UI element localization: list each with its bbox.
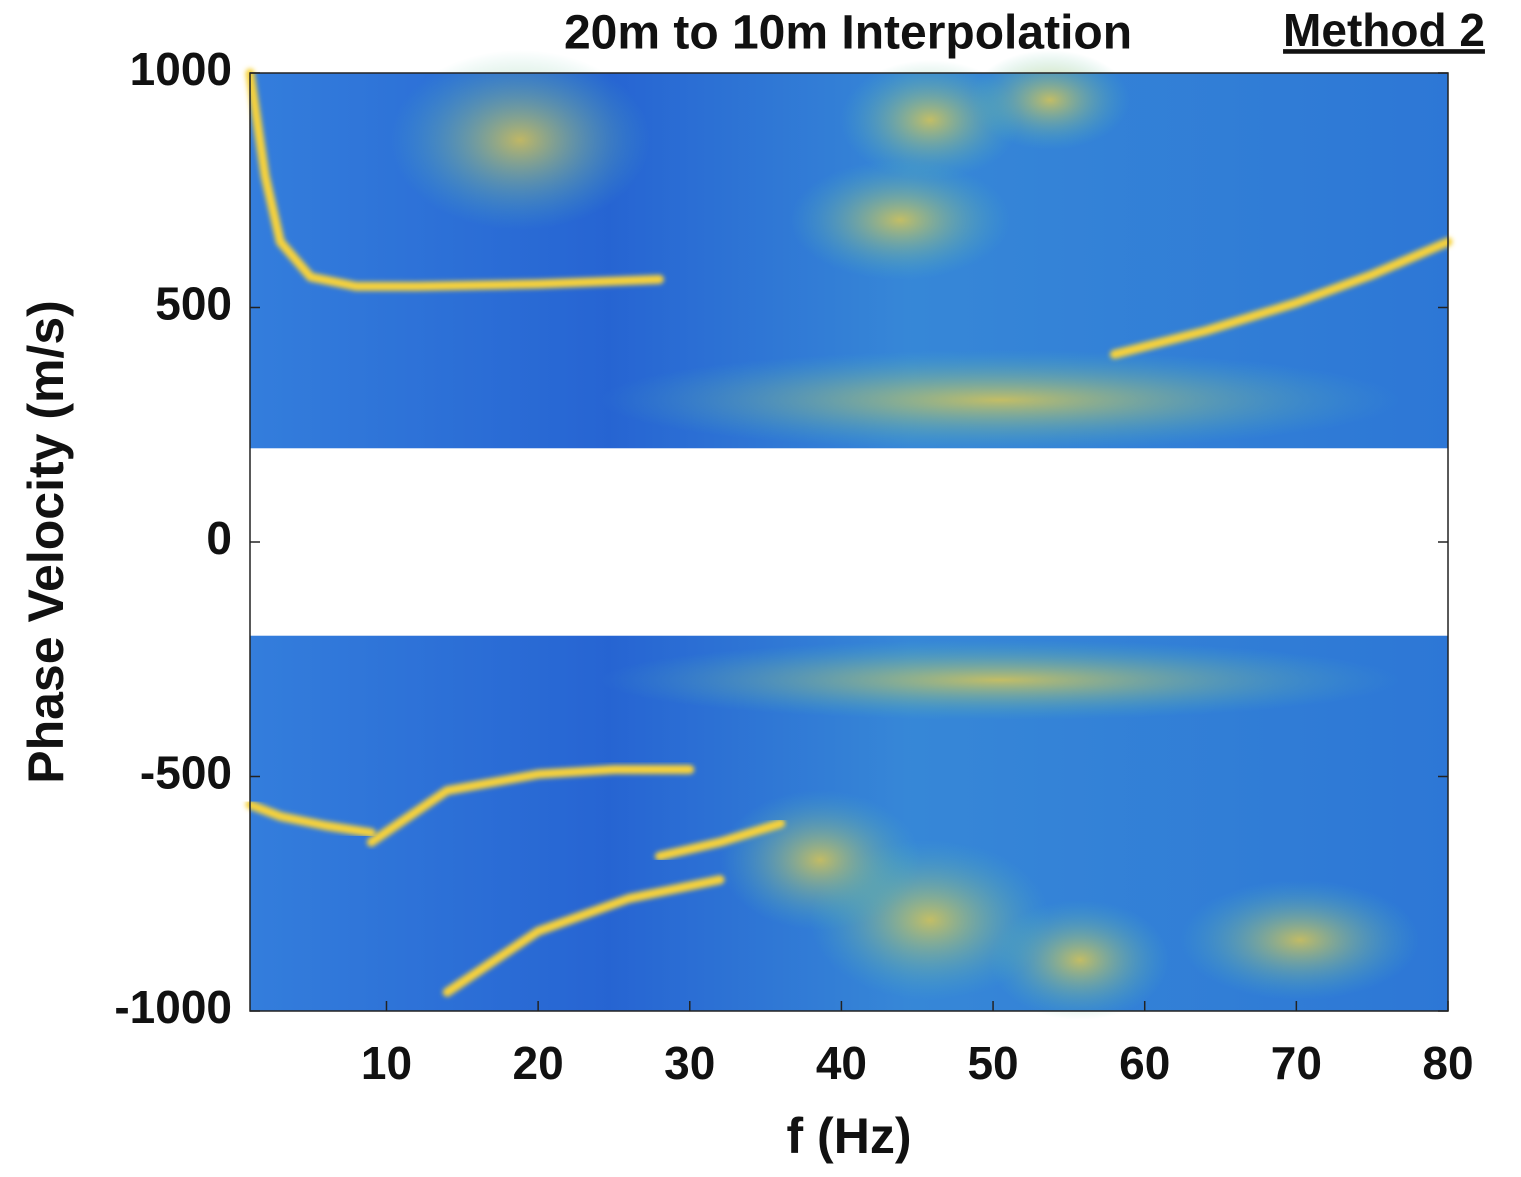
annotation: Method 2: [1283, 4, 1485, 56]
x-tick-label: 70: [1271, 1037, 1322, 1089]
x-tick-label: 50: [967, 1037, 1018, 1089]
ridge-line: [442, 875, 725, 997]
x-tick-label: 40: [816, 1037, 867, 1089]
x-tick-label: 80: [1422, 1037, 1473, 1089]
x-tick-label: 30: [664, 1037, 715, 1089]
heatmap-texture: [790, 160, 1010, 280]
y-tick-label: 500: [155, 278, 232, 330]
heatmap-texture: [600, 350, 1400, 450]
heatmap-texture: [1180, 880, 1420, 1000]
x-tick-label: 20: [513, 1037, 564, 1089]
x-tick-label: 10: [361, 1037, 412, 1089]
y-tick-label: -1000: [114, 981, 232, 1033]
x-tick-label: 60: [1119, 1037, 1170, 1089]
chart-title: 20m to 10m Interpolation: [564, 7, 1132, 60]
ridge-line: [1109, 237, 1453, 359]
ridge-line: [245, 68, 664, 291]
heatmap-texture: [600, 640, 1400, 720]
y-tick-label: -500: [140, 747, 232, 799]
x-axis-label: f (Hz): [787, 1108, 912, 1164]
heatmap-background: [250, 50, 1448, 1020]
axes: -1000 -500 0 500 1000 10 20 30 40 50 60 70 80: [114, 43, 1473, 1089]
ridge-line: [366, 764, 695, 847]
y-axis-label: Phase Velocity (m/s): [18, 300, 74, 784]
heatmap-texture: [990, 900, 1170, 1020]
heatmap-texture: [720, 790, 920, 930]
y-tick-label: 1000: [130, 43, 232, 95]
heatmap-texture: [970, 50, 1130, 150]
ridges: [245, 68, 1453, 997]
heatmap-texture: [390, 50, 650, 230]
ridge-line: [245, 800, 376, 838]
y-tick-label: 0: [206, 512, 232, 564]
ridge-line: [654, 818, 786, 861]
